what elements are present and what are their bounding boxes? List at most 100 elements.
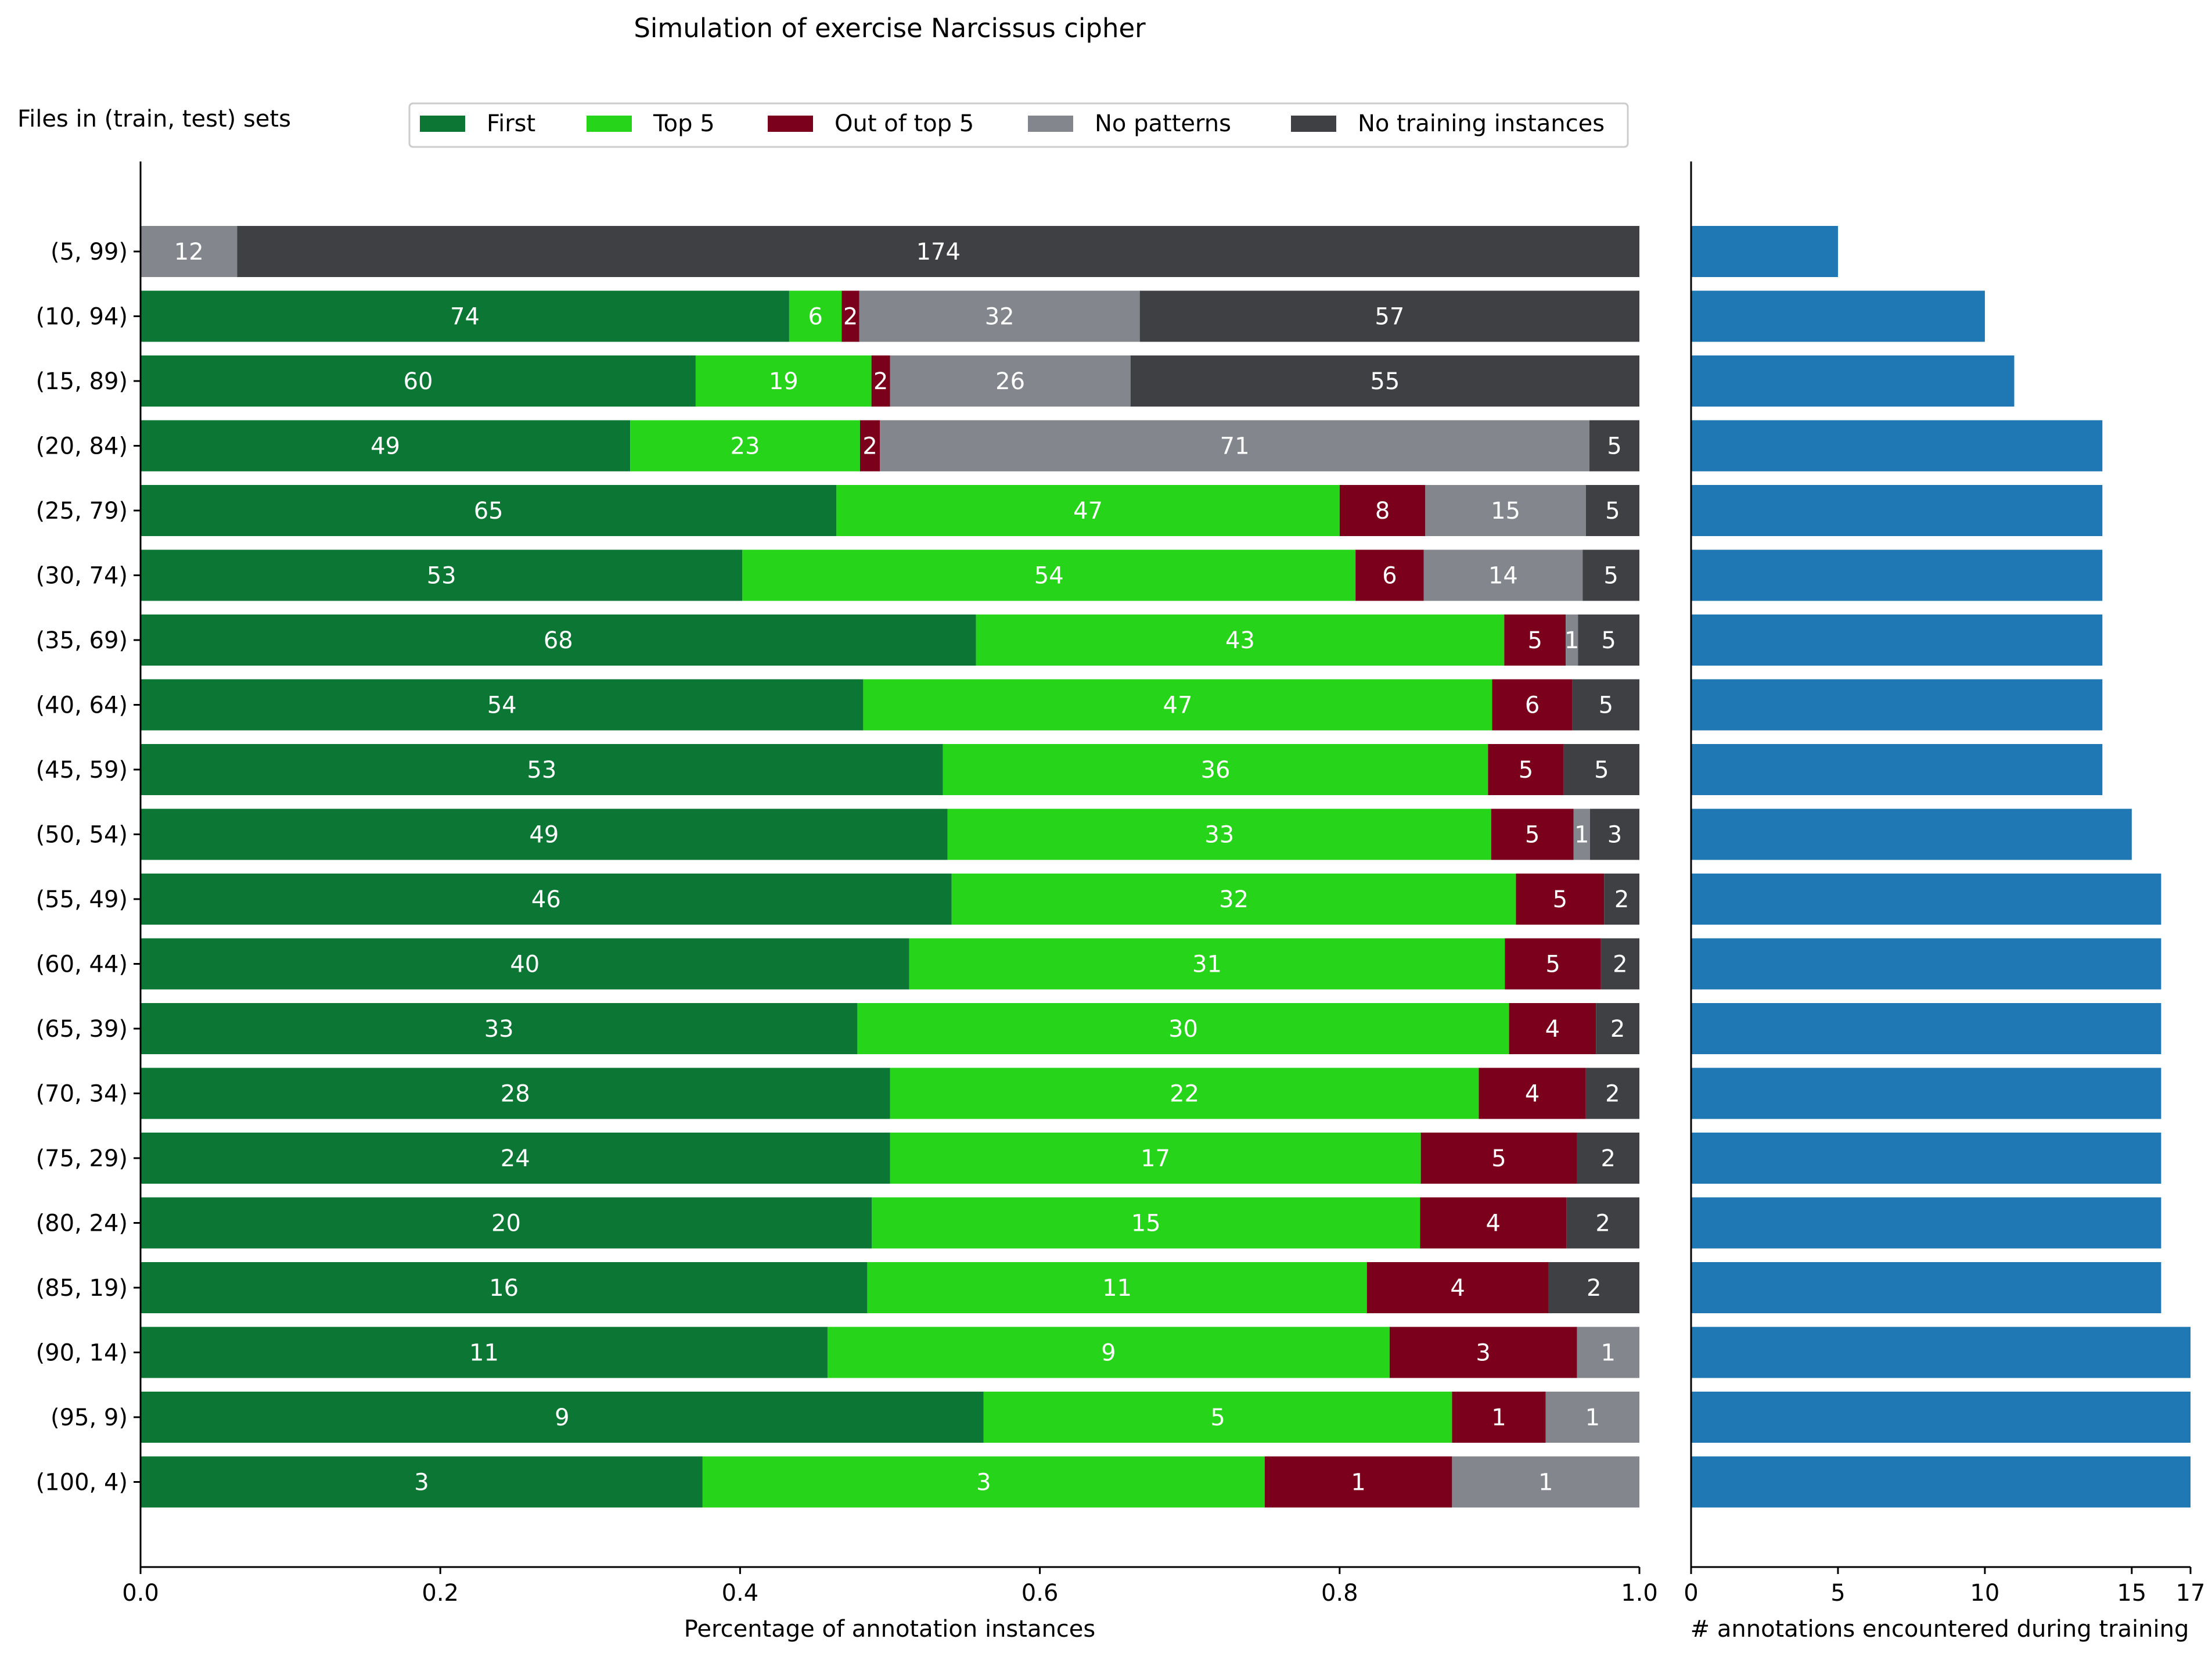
bar-value-label: 1 xyxy=(1538,1469,1553,1496)
bar-segment-no-training-instances xyxy=(1604,874,1639,925)
bar-segment-first xyxy=(141,420,631,472)
bar-segment-no-training-instances xyxy=(237,226,1640,277)
bar-value-label: 23 xyxy=(731,433,760,460)
bar-segment-first xyxy=(141,1133,890,1184)
bar-segment-out-of-top-5 xyxy=(1504,615,1566,666)
bar-segment-top-5 xyxy=(857,1003,1509,1054)
bar-value-label: 5 xyxy=(1519,757,1533,784)
bar-value-label: 33 xyxy=(1204,822,1234,849)
bar-segment-first xyxy=(141,1003,858,1054)
bar-value-label: 49 xyxy=(371,433,400,460)
bar-value-label: 4 xyxy=(1545,1016,1560,1043)
bar-segment-top-5 xyxy=(827,1327,1390,1378)
bar-value-label: 71 xyxy=(1220,433,1250,460)
bar-value-label: 4 xyxy=(1486,1210,1500,1237)
bar-value-label: 54 xyxy=(487,692,517,719)
bar-value-label: 55 xyxy=(1370,368,1400,395)
bar-segment-out-of-top-5 xyxy=(1509,1003,1596,1054)
x-tick-label: 1.0 xyxy=(1621,1580,1658,1607)
bar-segment-top-5 xyxy=(867,1262,1367,1313)
bar-value-label: 3 xyxy=(414,1469,429,1496)
bar-segment-no-training-instances xyxy=(1589,808,1639,860)
bar-value-label: 3 xyxy=(976,1469,991,1496)
side-bar xyxy=(1691,1392,2191,1443)
bar-value-label: 14 xyxy=(1488,563,1518,590)
y-tick-label: (65, 39) xyxy=(36,1016,128,1043)
side-bar xyxy=(1691,290,1985,342)
bar-segment-no-training-instances xyxy=(1578,615,1639,666)
bar-segment-no-patterns xyxy=(1425,485,1586,536)
bar-value-label: 8 xyxy=(1375,498,1390,524)
side-x-tick-label: 0 xyxy=(1684,1580,1698,1607)
bar-value-label: 47 xyxy=(1163,692,1193,719)
side-bar xyxy=(1691,938,2161,990)
bar-value-label: 19 xyxy=(769,368,799,395)
bar-value-label: 28 xyxy=(501,1081,530,1108)
y-tick-label: (80, 24) xyxy=(36,1210,128,1237)
bar-segment-first xyxy=(141,679,864,731)
legend-swatch-first xyxy=(420,116,465,132)
bar-value-label: 3 xyxy=(1476,1340,1490,1367)
bar-segment-no-training-instances xyxy=(1585,485,1639,536)
bar-value-label: 20 xyxy=(491,1210,521,1237)
side-bar xyxy=(1691,679,2103,731)
bar-value-label: 1 xyxy=(1564,627,1579,654)
bar-value-label: 24 xyxy=(501,1145,530,1172)
bar-value-label: 26 xyxy=(995,368,1025,395)
bar-segment-top-5 xyxy=(872,1197,1420,1249)
bar-segment-first xyxy=(141,1068,890,1119)
bar-value-label: 2 xyxy=(1601,1145,1616,1172)
bar-segment-top-5 xyxy=(863,679,1492,731)
bar-value-label: 2 xyxy=(1587,1275,1601,1302)
bar-value-label: 11 xyxy=(1102,1275,1132,1302)
bar-segment-first xyxy=(141,1262,868,1313)
bar-value-label: 47 xyxy=(1073,498,1103,524)
side-bar xyxy=(1691,355,2015,407)
y-tick-label: (60, 44) xyxy=(36,951,128,978)
side-bar xyxy=(1691,226,1838,277)
side-x-tick-label: 17 xyxy=(2176,1580,2206,1607)
bar-value-label: 15 xyxy=(1131,1210,1161,1237)
bar-value-label: 174 xyxy=(916,239,961,265)
bar-value-label: 16 xyxy=(489,1275,519,1302)
bar-segment-first xyxy=(141,1327,828,1378)
bar-segment-top-5 xyxy=(943,744,1488,795)
bar-segment-top-5 xyxy=(836,485,1340,536)
bar-value-label: 5 xyxy=(1594,757,1609,784)
bar-segment-out-of-top-5 xyxy=(1264,1456,1452,1508)
bar-value-label: 36 xyxy=(1201,757,1231,784)
bar-value-label: 65 xyxy=(474,498,503,524)
bar-value-label: 32 xyxy=(985,304,1015,330)
bar-value-label: 2 xyxy=(843,304,858,330)
bar-value-label: 53 xyxy=(527,757,556,784)
bar-value-label: 22 xyxy=(1170,1081,1199,1108)
bar-segment-top-5 xyxy=(695,355,872,407)
bar-value-label: 5 xyxy=(1607,433,1621,460)
bar-segment-top-5 xyxy=(909,938,1505,990)
bar-value-label: 6 xyxy=(1382,563,1397,590)
bar-segment-first xyxy=(141,355,696,407)
bar-value-label: 6 xyxy=(1525,692,1540,719)
y-tick-label: (55, 49) xyxy=(36,886,128,913)
bar-segment-no-training-instances xyxy=(1572,679,1639,731)
bar-segment-first xyxy=(141,615,976,666)
bar-value-label: 1 xyxy=(1351,1469,1365,1496)
bar-segment-first xyxy=(141,549,743,601)
bar-segment-first xyxy=(141,938,909,990)
y-tick-label: (95, 9) xyxy=(51,1404,128,1431)
bar-segment-top-5 xyxy=(789,290,842,342)
bar-value-label: 9 xyxy=(555,1404,569,1431)
side-bar xyxy=(1691,1456,2191,1508)
bar-value-label: 5 xyxy=(1601,627,1616,654)
main-y-ticks: (5, 99) (10, 94) (15, 89) (20, 84) (25, 79) (… xyxy=(36,239,141,1496)
bar-value-label: 74 xyxy=(450,304,480,330)
bar-segment-out-of-top-5 xyxy=(841,290,859,342)
bar-value-label: 5 xyxy=(1491,1145,1506,1172)
side-bar xyxy=(1691,1068,2161,1119)
bar-value-label: 1 xyxy=(1585,1404,1600,1431)
bar-segment-no-patterns xyxy=(1566,615,1578,666)
bar-segment-no-training-instances xyxy=(1566,1197,1639,1249)
bar-segment-no-training-instances xyxy=(1589,420,1639,472)
y-tick-label: (90, 14) xyxy=(36,1340,128,1367)
bar-segment-no-patterns xyxy=(1577,1327,1639,1378)
